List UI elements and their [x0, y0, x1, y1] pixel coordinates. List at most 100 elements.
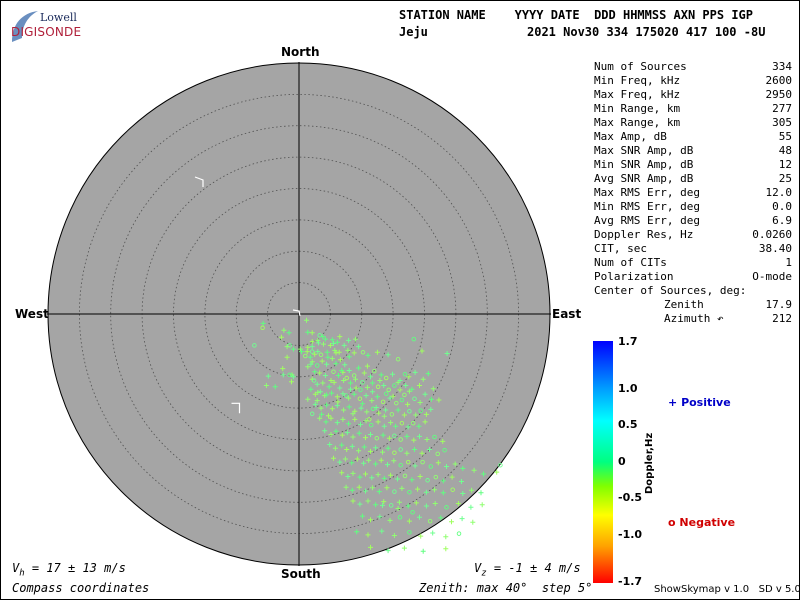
center-of-sources-marker [231, 402, 241, 414]
source-point-positive [318, 405, 324, 411]
source-point-positive [373, 405, 379, 410]
source-point-negative [402, 371, 408, 377]
source-point-negative [411, 336, 417, 342]
source-point-positive [284, 354, 290, 360]
source-point-negative [407, 409, 412, 414]
source-point-positive [412, 447, 417, 452]
stat-label: Avg SNR Amp, dB [594, 172, 694, 185]
source-point-negative [303, 353, 308, 359]
source-point-positive [326, 413, 331, 419]
stat-row: Azimuth ↶ 212 [594, 312, 792, 326]
source-point-negative [343, 393, 349, 398]
source-point-positive [348, 380, 353, 386]
source-point-positive [388, 472, 394, 478]
source-point-positive [333, 361, 339, 367]
source-point-positive [344, 430, 350, 436]
zenith-scale-note: Zenith: max 40° step 5° [419, 581, 593, 595]
source-point-negative [394, 400, 399, 406]
source-point-positive [346, 368, 352, 373]
stat-row: Avg RMS Err, deg 6.9 [594, 214, 792, 228]
source-point-positive [350, 411, 356, 417]
source-point-positive [397, 378, 403, 383]
source-point-positive [327, 442, 333, 447]
source-point-positive [376, 489, 382, 495]
source-point-positive [385, 445, 391, 451]
source-point-positive [460, 465, 466, 471]
source-point-positive [468, 504, 474, 510]
source-point-positive [413, 500, 419, 506]
source-point-positive [418, 533, 424, 539]
cb-tick-1: 1.7 [618, 335, 638, 348]
source-point-negative [311, 378, 317, 383]
source-point-positive [387, 517, 393, 523]
cb-tick-5: -0.5 [618, 491, 643, 504]
source-point-negative [392, 383, 397, 388]
doppler-colorbar [593, 341, 613, 583]
source-point-positive [278, 334, 284, 340]
source-point-positive [417, 400, 423, 405]
source-point-positive [380, 502, 385, 508]
stat-row: Center of Sources, deg: [594, 284, 792, 298]
source-point-positive [404, 450, 410, 456]
source-point-positive [354, 456, 360, 462]
source-point-positive [452, 461, 458, 467]
source-point-positive [323, 419, 329, 425]
stat-label: Max Range, km [594, 116, 681, 129]
source-point-positive [308, 361, 314, 367]
stat-label: Min RMS Err, deg [594, 200, 700, 213]
stat-value: 334 [772, 60, 792, 73]
source-point-positive [340, 391, 346, 397]
source-point-positive [395, 506, 401, 511]
source-point-positive [369, 398, 375, 404]
center-marker [292, 309, 301, 317]
source-point-positive [409, 386, 415, 392]
source-point-negative [399, 420, 405, 426]
source-point-positive [324, 349, 330, 355]
source-point-positive [369, 389, 375, 395]
source-point-positive [365, 352, 371, 358]
vz-value: = -1 ± 4 m/s [486, 561, 581, 575]
source-point-negative [374, 435, 380, 441]
stat-value: 212 [772, 312, 792, 325]
source-point-positive [368, 374, 373, 380]
source-point-positive [343, 484, 349, 490]
source-point-positive [333, 428, 339, 434]
source-point-positive [395, 407, 401, 413]
source-point-positive [329, 406, 335, 412]
source-point-positive [334, 403, 340, 409]
source-point-positive [260, 320, 266, 326]
source-point-positive [368, 544, 373, 550]
source-point-positive [314, 398, 320, 404]
source-point-positive [405, 503, 411, 509]
source-point-positive [377, 514, 383, 520]
stat-row: Max SNR Amp, dB 48 [594, 144, 792, 158]
source-point-negative [412, 396, 417, 401]
colorbar-gradient [593, 341, 613, 583]
source-point-positive [412, 369, 418, 375]
source-point-positive [379, 528, 385, 534]
source-point-positive [342, 362, 348, 368]
source-point-positive [373, 445, 379, 451]
source-point-negative [389, 412, 395, 417]
source-point-negative [435, 451, 440, 457]
logo-digisonde-text: DIGISONDE [11, 25, 82, 39]
source-point-positive [412, 463, 418, 469]
source-point-positive [387, 395, 393, 401]
source-point-positive [428, 406, 434, 412]
source-point-positive [405, 424, 411, 430]
source-point-positive [422, 391, 428, 397]
source-point-positive [290, 346, 296, 352]
source-point-positive [443, 534, 449, 540]
vh-value: = 17 ± 13 m/s [24, 561, 126, 575]
source-point-positive [385, 548, 391, 554]
source-point-positive [335, 399, 341, 405]
vh-subscript: h [19, 568, 25, 579]
negative-symbol: o [668, 516, 676, 529]
source-point-negative [410, 420, 416, 426]
source-point-negative [405, 459, 411, 465]
source-point-negative [428, 464, 434, 469]
stat-value: 0.0260 [752, 228, 792, 241]
cb-tick-4: 0 [618, 455, 626, 468]
source-point-positive [430, 386, 436, 392]
source-point-positive [356, 344, 362, 350]
